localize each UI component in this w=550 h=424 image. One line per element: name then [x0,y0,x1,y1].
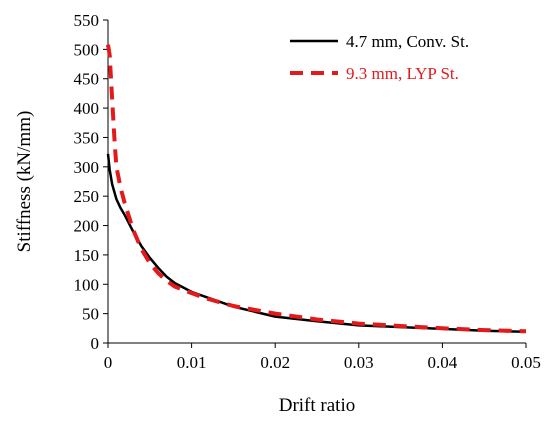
y-axis-title: Stiffness (kN/mm) [14,111,35,253]
y-tick-label: 550 [74,11,100,30]
y-tick-label: 100 [74,275,100,294]
x-axis-title: Drift ratio [279,395,356,416]
y-tick-label: 450 [74,70,100,89]
legend-label-lyp-st: 9.3 mm, LYP St. [346,64,459,83]
x-tick-label: 0.05 [511,353,541,372]
plot-area: 0 0.01 0.02 0.03 0.04 0.05 0 50 100 150 200 250 300… [74,11,541,372]
y-tick-label: 0 [91,334,100,353]
y-tick-label: 400 [74,99,100,118]
x-axis-ticks: 0 0.01 0.02 0.03 0.04 0.05 [104,343,541,372]
y-axis-ticks: 0 50 100 150 200 250 300 350 400 450 500 550 [74,11,108,353]
y-tick-label: 150 [74,246,100,265]
x-tick-label: 0.02 [260,353,290,372]
legend-label-conv-st: 4.7 mm, Conv. St. [346,32,469,51]
x-tick-label: 0.03 [344,353,374,372]
y-tick-label: 350 [74,128,100,147]
x-tick-label: 0 [104,353,113,372]
series-line-conv-st [106,153,527,334]
x-tick-label: 0.04 [428,353,458,372]
y-tick-label: 250 [74,187,100,206]
y-tick-label: 50 [82,305,99,324]
y-tick-label: 200 [74,217,100,236]
legend: 4.7 mm, Conv. St. 9.3 mm, LYP St. [290,32,469,83]
series-line-lyp-st [106,44,527,334]
y-tick-label: 500 [74,40,100,59]
x-tick-label: 0.01 [177,353,207,372]
series-group [106,44,527,334]
y-tick-label: 300 [74,158,100,177]
